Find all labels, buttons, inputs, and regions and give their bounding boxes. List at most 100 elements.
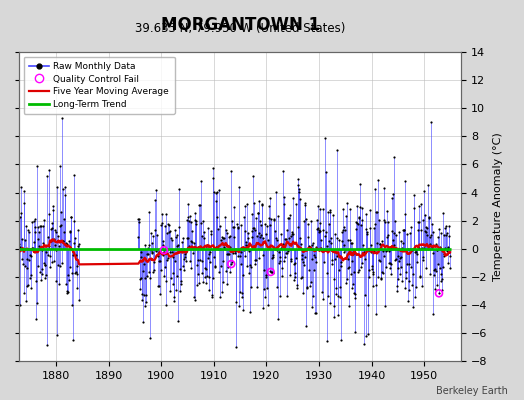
Point <box>163 230 171 236</box>
Point <box>214 226 222 232</box>
Point <box>238 290 246 296</box>
Point <box>25 229 33 235</box>
Point <box>241 203 249 209</box>
Point <box>181 254 190 260</box>
Point <box>407 246 416 252</box>
Point <box>407 264 415 270</box>
Point <box>212 198 220 204</box>
Point <box>334 292 342 299</box>
Point <box>142 292 150 298</box>
Point <box>209 275 217 281</box>
Point <box>335 237 343 243</box>
Point <box>245 270 254 276</box>
Point <box>232 344 240 350</box>
Point <box>339 206 347 212</box>
Point <box>26 274 34 281</box>
Point <box>48 259 57 265</box>
Point <box>290 261 298 267</box>
Point <box>354 214 363 220</box>
Point <box>329 212 337 218</box>
Point <box>267 216 276 222</box>
Point <box>271 235 280 242</box>
Point <box>390 242 398 248</box>
Point <box>253 232 261 239</box>
Point <box>397 237 406 244</box>
Point <box>70 172 79 178</box>
Point <box>236 289 244 296</box>
Point <box>421 212 429 218</box>
Point <box>66 228 74 235</box>
Point <box>39 240 47 247</box>
Point <box>37 271 46 278</box>
Point <box>234 253 243 260</box>
Point <box>323 338 331 344</box>
Point <box>166 288 174 294</box>
Point <box>44 234 52 240</box>
Point <box>172 272 181 279</box>
Point <box>332 253 341 260</box>
Point <box>61 192 69 198</box>
Point <box>160 247 168 253</box>
Point <box>388 228 396 234</box>
Point <box>423 225 431 232</box>
Point <box>149 259 158 266</box>
Point <box>409 304 417 310</box>
Point <box>151 187 160 194</box>
Point <box>60 216 69 223</box>
Point <box>223 230 231 236</box>
Point <box>328 257 336 263</box>
Point <box>15 301 24 308</box>
Point <box>314 227 323 233</box>
Point <box>373 240 381 246</box>
Point <box>438 276 446 282</box>
Point <box>146 334 154 341</box>
Point <box>266 195 275 201</box>
Point <box>324 238 333 244</box>
Point <box>63 290 72 296</box>
Point <box>140 292 148 298</box>
Point <box>418 245 426 252</box>
Point <box>134 233 143 240</box>
Point <box>53 332 61 339</box>
Point <box>368 266 376 272</box>
Point <box>154 283 162 290</box>
Point <box>258 202 266 209</box>
Point <box>380 185 389 191</box>
Point <box>310 267 318 273</box>
Point <box>330 276 338 282</box>
Point <box>158 210 166 217</box>
Point <box>264 237 272 243</box>
Point <box>343 200 351 206</box>
Point <box>171 234 180 240</box>
Point <box>273 237 281 243</box>
Point <box>188 239 196 245</box>
Point <box>139 268 147 274</box>
Point <box>390 230 399 236</box>
Point <box>393 288 401 294</box>
Point <box>345 264 353 270</box>
Point <box>224 250 232 257</box>
Point <box>385 260 394 266</box>
Point <box>216 294 224 300</box>
Point <box>36 223 44 230</box>
Point <box>56 263 64 269</box>
Point <box>161 211 170 217</box>
Point <box>64 288 72 295</box>
Point <box>239 307 247 313</box>
Point <box>139 261 148 268</box>
Point <box>369 271 378 278</box>
Point <box>156 258 164 264</box>
Point <box>416 274 424 280</box>
Point <box>60 229 68 235</box>
Point <box>322 229 330 235</box>
Point <box>282 236 290 243</box>
Point <box>16 214 25 220</box>
Point <box>359 241 367 248</box>
Point <box>435 290 443 296</box>
Point <box>228 259 236 266</box>
Point <box>282 227 291 233</box>
Point <box>373 282 381 288</box>
Point <box>366 224 375 231</box>
Point <box>394 276 402 282</box>
Point <box>194 271 202 278</box>
